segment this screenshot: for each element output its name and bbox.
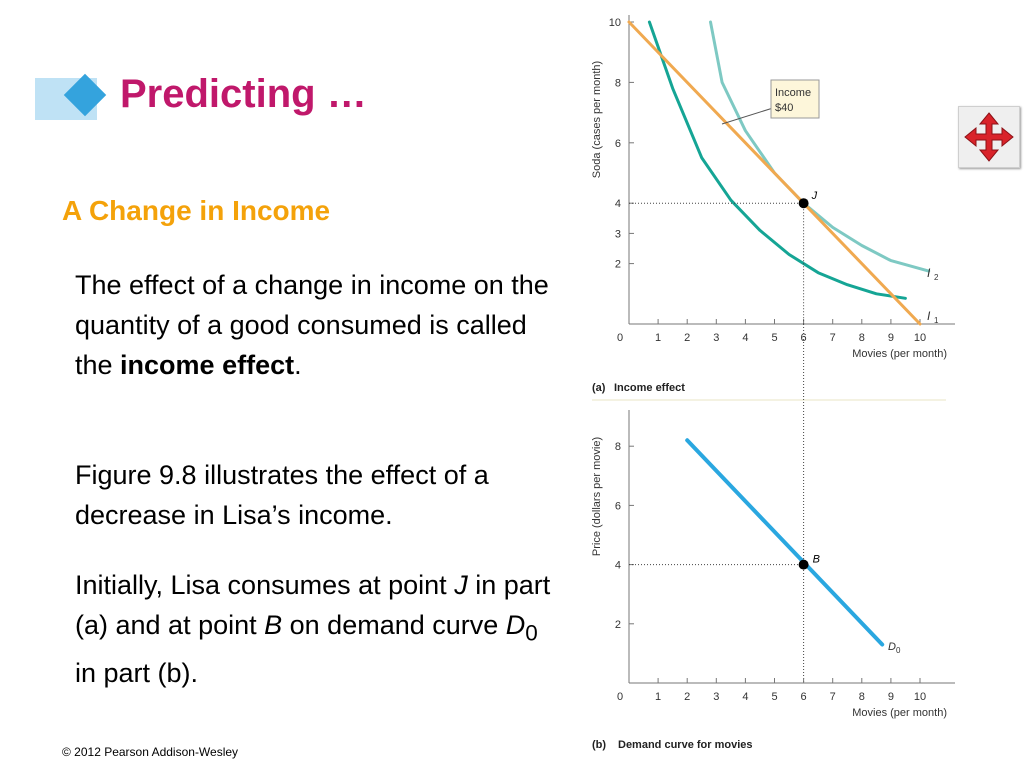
point-j-ref: J	[454, 570, 468, 600]
indifference-curve-i2	[709, 20, 931, 273]
curve-i2-label: I	[927, 266, 931, 280]
chart-a-x-tick-label: 1	[655, 332, 661, 344]
chart-a-x-tick-label: 8	[859, 332, 865, 344]
paragraph-initial: Initially, Lisa consumes at point J in p…	[75, 565, 565, 693]
chart-a-y-axis-label: Soda (cases per month)	[591, 61, 603, 178]
demand-curve-d0	[685, 438, 885, 647]
chart-b-y-tick-label: 8	[615, 441, 621, 453]
point-b-ref: B	[264, 610, 283, 640]
slide-subtitle: A Change in Income	[62, 195, 331, 226]
chart-a-y-tick-label: 8	[615, 77, 621, 89]
paragraph-text: in part (b).	[75, 658, 199, 689]
chart-b-x-tick-label: 8	[859, 691, 865, 703]
income-effect-chart: 1 2 3 4 5 6 7 8 9 10 2 3 4 6 8 10 0 Movies (per month) Sod…	[591, 15, 955, 401]
chart-b-x-tick-label: 10	[914, 691, 926, 703]
caption-b-label: (b)	[592, 739, 606, 751]
demand-curve-ref: D	[505, 610, 526, 640]
chart-b-y-tick-label: 2	[615, 619, 621, 631]
caption-a-label: (a)	[592, 382, 606, 394]
chart-a-x-axis-label: Movies (per month)	[852, 348, 947, 360]
income-legend-box	[770, 79, 820, 119]
move-arrows-button[interactable]	[958, 106, 1020, 168]
caption-b-text: Demand curve for movies	[618, 739, 753, 751]
bold-term: income effect	[120, 350, 295, 380]
chart-a-x-tick-label: 5	[771, 332, 777, 344]
chart-b-y-tick-label: 6	[615, 500, 621, 512]
point-j-label: J	[811, 190, 818, 202]
point-j	[798, 198, 809, 209]
paragraph-text: Initially, Lisa consumes at point	[75, 570, 455, 600]
chart-a-y-tick-label: 10	[609, 17, 621, 29]
move-arrows-icon	[964, 112, 1014, 162]
chart-a-y-tick-label: 2	[615, 259, 621, 271]
chart-b-x-tick-label: 3	[713, 691, 719, 703]
income-legend-line2: $40	[775, 102, 793, 114]
indifference-curve-i1	[647, 20, 907, 300]
chart-b-x-axis-label: Movies (per month)	[852, 707, 947, 719]
chart-b-x-tick-label: 1	[655, 691, 661, 703]
chart-b-x-tick-label: 6	[801, 691, 807, 703]
chart-b-x-tick-label: 7	[830, 691, 836, 703]
curve-i1-subscript: 1	[934, 316, 939, 325]
chart-a-y-tick-label: 6	[615, 138, 621, 150]
curve-i2-subscript: 2	[934, 273, 939, 282]
chart-a-x-tick-label: 3	[713, 332, 719, 344]
paragraph-text: on demand curve	[282, 610, 506, 640]
point-b	[798, 559, 809, 570]
chart-b-y-tick-label: 4	[615, 560, 621, 572]
demand-curve-subscript: 0	[525, 620, 538, 646]
income-box-pointer	[721, 107, 774, 125]
point-b-label: B	[813, 554, 820, 566]
chart-a-y-tick-label: 4	[615, 198, 621, 210]
budget-line	[627, 20, 922, 326]
chart-b-x-tick-label: 2	[684, 691, 690, 703]
chart-a-x-tick-label: 9	[888, 332, 894, 344]
curve-d0-label: D	[888, 641, 896, 653]
chart-b-x-tick-label: 4	[742, 691, 748, 703]
chart-a-x-tick-label: 4	[742, 332, 748, 344]
paragraph-text: The effect of a change in income on the …	[75, 270, 549, 380]
chart-b-origin-label: 0	[617, 691, 623, 703]
curve-i1-label: I	[927, 309, 931, 323]
chart-b-y-axis-label: Price (dollars per movie)	[591, 437, 603, 556]
chart-b-x-tick-label: 9	[888, 691, 894, 703]
paragraph-income-effect: The effect of a change in income on the …	[75, 265, 565, 385]
paragraph-figure: Figure 9.8 illustrates the effect of a d…	[75, 460, 489, 530]
chart-a-x-tick-label: 10	[914, 332, 926, 344]
curve-d0-subscript: 0	[896, 646, 901, 655]
paragraph-text: in part (a) and at point	[75, 570, 551, 640]
chart-a-origin-label: 0	[617, 332, 623, 344]
chart-a-y-tick-label: 3	[615, 228, 621, 240]
copyright-footer: © 2012 Pearson Addison-Wesley	[62, 745, 239, 759]
chart-a-x-tick-label: 6	[801, 332, 807, 344]
paragraph-end: .	[294, 350, 302, 380]
income-legend-line1: Income	[775, 87, 811, 99]
chart-a-x-tick-label: 7	[830, 332, 836, 344]
slide-title: Predicting …	[120, 72, 367, 116]
chart-b-x-tick-label: 5	[771, 691, 777, 703]
chart-a-x-tick-label: 2	[684, 332, 690, 344]
caption-a-text: Income effect	[614, 382, 685, 394]
